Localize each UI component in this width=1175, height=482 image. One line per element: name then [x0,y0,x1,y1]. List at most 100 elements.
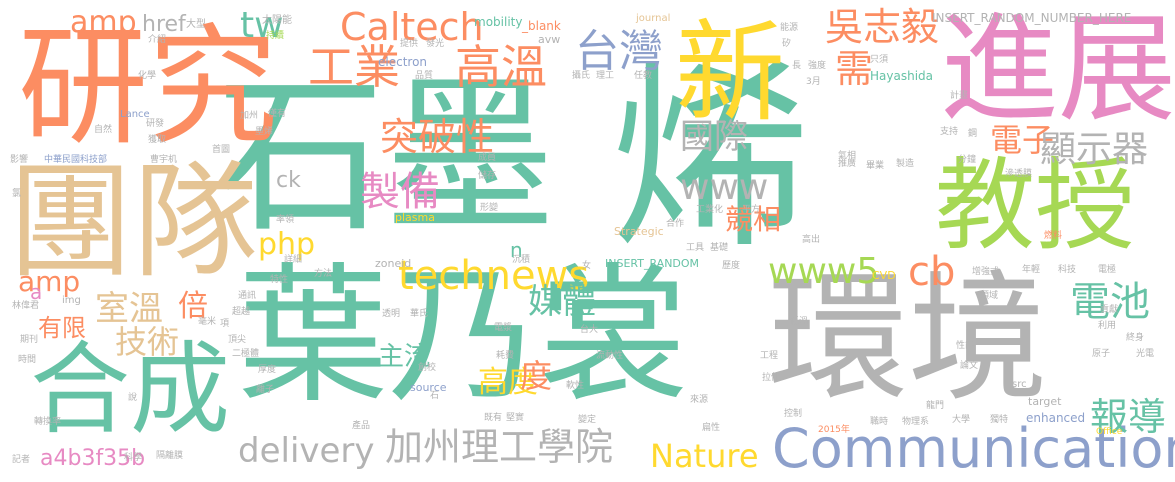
word-fenzhong: 分鐘 [958,155,977,165]
word-jingxiang: 競相 [725,203,782,236]
word-dianchi: 電池 [1070,279,1150,325]
word-diwen: 低溫 [790,317,809,327]
word-pingfang: 平方 [742,205,761,215]
word-zoneid: zoneid [375,257,412,270]
word-chucun: 儲存 [478,171,497,181]
word-yenaichang: 葉乃裳 [238,250,689,424]
word-href: href [142,12,186,37]
word-cb: cb [908,249,956,295]
word-yanfa: 研發 [146,119,165,129]
word-xi: 烯 [610,43,811,276]
word-biye: 畢業 [866,161,885,171]
word-bei: 倍 [178,289,208,324]
word-dute: 獨特 [990,415,1009,425]
word-shentoumo: 滲透膜 [1005,169,1033,179]
word-xu: 需 [835,47,874,91]
word-bianxing: 扁性 [702,423,721,433]
word-haomi: 毫米 [198,317,217,327]
word-motan: 墨烯 [255,127,274,137]
word-jianshi: 堅實 [506,413,525,423]
word-touming: 透明 [382,309,401,319]
word-lizi: 離子 [256,385,275,395]
word-plasma: plasma [395,211,435,224]
word-shezhi: 攝氏 [572,71,591,81]
word-youxian: 有限 [38,314,86,342]
word-jichu: 基礎 [710,243,729,253]
word-src: src [1012,379,1027,390]
word-yingxiang: 影響 [10,155,29,165]
word-xingbian: 形變 [480,203,499,213]
word-jihua: 計畫 [950,91,969,101]
word-lance: Lance [120,109,150,120]
word-enhanced: enhanced [1026,411,1086,425]
word-tuandui: 團隊 [8,150,258,295]
word-xiangqing: 詳細 [284,255,303,265]
word-zengqiangshi: 增強式 [972,267,1000,277]
word-shijian: 時間 [18,355,37,365]
word-huashi: 華氏 [410,309,429,319]
word-ruanxing: 軟性 [566,381,585,391]
word-huanjing: 環境 [768,258,1049,421]
word-cvd: CVD [872,269,896,282]
word-wulixi: 物理系 [902,417,930,427]
word-chenji: 沉積 [512,255,531,265]
word-chang: 長 [792,61,802,71]
word-jiazhouligongxueyuan: 加州理工學院 [385,425,614,469]
word-jiaoshou: 教授 [935,147,1135,264]
word-houdu: 厚度 [258,365,277,375]
word-zhixu: 只須 [870,55,889,65]
word-ligong: 理工 [596,71,615,81]
word-a: a [30,280,43,304]
word-caoyuji: 曹宇机 [150,155,178,165]
word-ranliao: 燃料 [1044,231,1063,241]
word-huaxue: 化學 [138,71,157,81]
word-qi: 氯 [12,189,22,199]
word-blank: _blank [522,19,561,33]
word-biandong: 變定 [578,415,597,425]
word-electron: electron [378,55,428,69]
word-strategic: Strategic [614,225,664,238]
word-gaodu: 高度 [478,365,538,400]
word-tongxun: 通訊 [238,291,257,301]
word-gongcheng: 工程 [760,351,779,361]
word-gaochu: 高出 [802,235,821,245]
word-huoqu: 獲取 [148,135,167,145]
word-erjiti: 二極體 [232,349,260,359]
word-caltech: Caltech [340,5,484,49]
word-qikan: 期刊 [20,335,39,345]
word-tuiguang: 推廣 [838,159,857,169]
word-jinyou: 僅有 [268,109,287,119]
word-www5: www5 [768,251,880,292]
word-pinzhi: 品質 [415,71,434,81]
word-shiwen: 室溫 [95,289,163,329]
word-jieshao: 介紹 [148,35,167,45]
word-ck: ck [276,168,301,193]
word-journal: journal [636,13,671,24]
word-yuanzi: 原子 [1092,349,1111,359]
word-chengyuan: 成員 [478,153,497,163]
word-kongzhi: 控制 [784,409,803,419]
word-gongyehua: 工業化 [696,205,724,215]
word-dianxian: 電漿 [494,323,513,333]
word-keji: 科技 [1058,265,1077,275]
word-img: img [62,295,81,306]
word-faguang: 發光 [426,39,445,49]
word-daxue: 大學 [952,415,971,425]
word-jiazhou: 加州 [240,111,259,121]
word-laiyuan: 來源 [690,395,709,405]
word-guangdian: 光電 [1136,349,1155,359]
word-www: www [680,167,769,208]
word-insert-random-here: INSERT_RANDOM_NUMBER_HERE [932,11,1132,25]
word-hecheng: 合成 [30,331,230,448]
word-zhishi: 職時 [870,417,889,427]
word-zhuliu: 主流 [378,342,431,372]
word-a4b3f35b: a4b3f35b [40,446,146,471]
word-shimo: 石墨 [215,58,556,256]
word-insert-random: INSERT_RANDOM [605,257,700,270]
word-chaoyue: 超越 [232,307,251,317]
word-zhichi: 支持 [940,127,959,137]
word-2015: 2015年 [818,425,850,435]
word-zhongshen: 終身 [1126,333,1145,343]
word-chuangxiao: 創校 [418,363,437,373]
word-php: php [258,227,316,262]
